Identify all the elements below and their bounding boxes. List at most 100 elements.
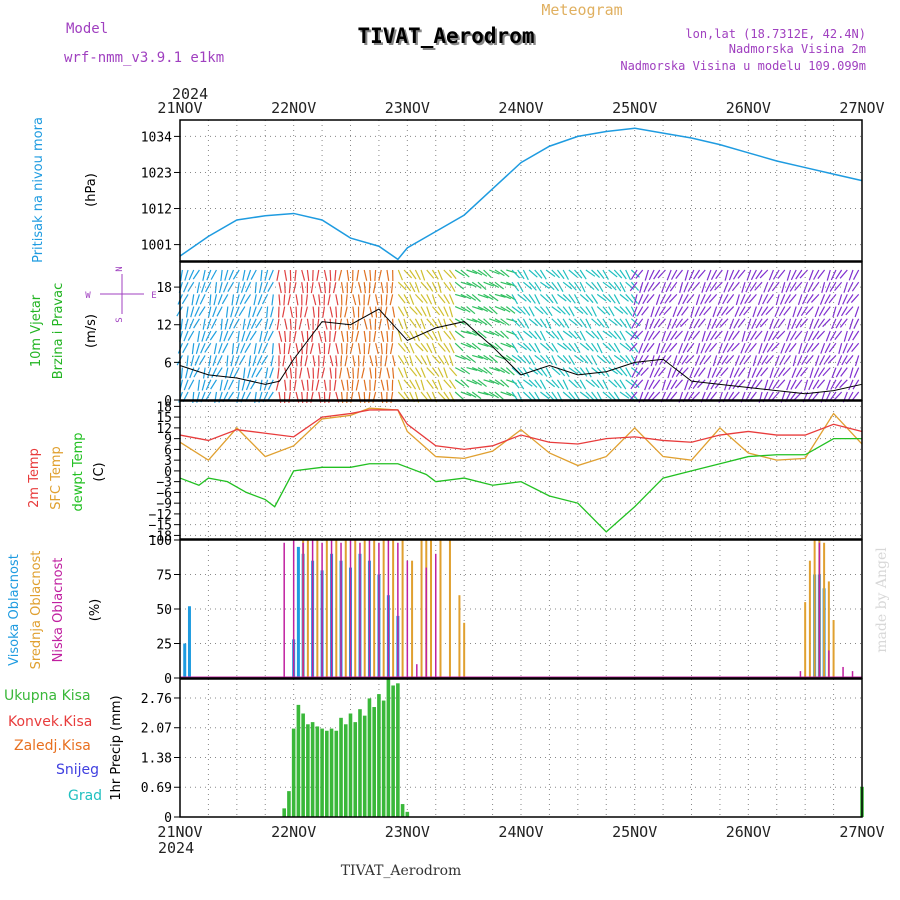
wind-arrow bbox=[309, 343, 314, 355]
wind-arrow bbox=[489, 269, 500, 275]
wind-arrow bbox=[585, 379, 595, 388]
wind-arrow bbox=[471, 367, 483, 373]
wind-arrow bbox=[731, 342, 740, 352]
wind-arrow bbox=[681, 306, 689, 316]
wind-arrow bbox=[619, 281, 626, 293]
cloud-bar bbox=[406, 560, 409, 678]
wind-arrow bbox=[236, 282, 240, 294]
wind-arrow bbox=[652, 379, 661, 389]
wind-arrow bbox=[756, 306, 763, 317]
wind-arrow bbox=[420, 306, 427, 317]
wind-arrow bbox=[256, 306, 263, 317]
wind-arrow bbox=[220, 318, 223, 330]
wind-arrow bbox=[373, 379, 377, 391]
wind-arrow bbox=[732, 330, 740, 341]
wind-arrow bbox=[613, 342, 621, 353]
wind-arrow bbox=[472, 306, 483, 311]
precip-bar bbox=[320, 728, 324, 817]
y-tick-label: 75 bbox=[156, 569, 172, 584]
wind-arrow bbox=[322, 355, 326, 367]
wind-arrow bbox=[420, 330, 430, 340]
wind-arrow bbox=[202, 318, 206, 330]
time-tick-bottom: 21NOV bbox=[157, 823, 202, 841]
wind-grid bbox=[180, 262, 862, 401]
wind-arrow bbox=[794, 330, 803, 340]
wind-arrow bbox=[380, 282, 384, 294]
wind-arrow bbox=[375, 294, 379, 306]
wind-arrow bbox=[517, 342, 527, 351]
wind-arrow bbox=[668, 293, 678, 303]
wind-arrow bbox=[409, 379, 417, 390]
wind-arrow bbox=[652, 330, 661, 340]
wind-arrow bbox=[728, 269, 735, 281]
wind-arrow bbox=[830, 379, 837, 390]
wind-arrow bbox=[788, 342, 797, 353]
precip-label-frozen: Zaledj.Kisa bbox=[14, 738, 91, 754]
wind-arrow bbox=[264, 269, 269, 281]
wind-label-1: 10m Vjetar bbox=[29, 294, 44, 367]
wind-arrow bbox=[574, 330, 582, 341]
cloud-bar bbox=[340, 542, 342, 678]
wind-arrow bbox=[261, 294, 269, 305]
temp-series bbox=[179, 407, 863, 533]
wind-arrow bbox=[267, 330, 274, 341]
y-tick-label: −6 bbox=[156, 486, 172, 501]
wind-arrow bbox=[397, 306, 405, 317]
cloud-bar bbox=[354, 540, 357, 678]
wind-arrow bbox=[716, 355, 723, 366]
wind-arrow bbox=[335, 294, 339, 306]
wind-arrow bbox=[448, 281, 456, 293]
wind-arrow bbox=[386, 330, 389, 343]
meteogram-label: Meteogram bbox=[541, 1, 622, 19]
wind-arrow bbox=[471, 342, 482, 351]
wind-arrow bbox=[608, 391, 617, 401]
wind-arrow bbox=[454, 330, 465, 339]
wind-arrow bbox=[511, 379, 520, 389]
wind-arrow bbox=[194, 355, 200, 366]
wind-arrow bbox=[689, 318, 695, 330]
wind-arrow bbox=[323, 282, 327, 294]
wind-arrow bbox=[694, 355, 701, 366]
wind-speed-series bbox=[179, 308, 863, 395]
wind-arrow bbox=[448, 294, 455, 305]
wind-arrow bbox=[545, 306, 553, 317]
y-tick-label: −12 bbox=[149, 508, 172, 523]
wind-arrow bbox=[335, 306, 338, 318]
wind-arrow bbox=[692, 330, 701, 341]
wind-arrow bbox=[613, 306, 624, 314]
wind-arrow bbox=[562, 379, 569, 390]
wind-arrow bbox=[363, 282, 366, 294]
wind-arrow bbox=[850, 293, 860, 303]
wind-arrow bbox=[212, 306, 218, 318]
wind-arrow bbox=[352, 294, 357, 306]
time-tick-bottom: 26NOV bbox=[726, 823, 771, 841]
wind-arrow bbox=[771, 391, 780, 401]
wind-arrow bbox=[252, 355, 257, 367]
wind-arrow bbox=[224, 269, 229, 281]
wind-arrow bbox=[511, 306, 522, 314]
wind-arrow bbox=[813, 269, 820, 280]
cloud-bar bbox=[804, 602, 807, 678]
wind-arrow bbox=[223, 330, 229, 342]
wind-arrow bbox=[242, 269, 246, 281]
wind-arrow bbox=[832, 306, 837, 318]
wind-arrow bbox=[722, 294, 729, 305]
wind-arrow bbox=[808, 269, 814, 281]
wind-arrow bbox=[197, 379, 201, 391]
wind-arrow bbox=[539, 306, 549, 316]
wind-arrow bbox=[420, 391, 429, 401]
wind-arrow bbox=[574, 269, 583, 279]
wind-arrow bbox=[522, 269, 529, 281]
wind-arrow bbox=[356, 367, 360, 379]
wind-arrow bbox=[785, 281, 792, 293]
wind-arrow bbox=[670, 379, 678, 390]
wind-arrow bbox=[517, 367, 526, 377]
wind-arrow bbox=[545, 281, 555, 291]
wind-arrow bbox=[562, 306, 571, 316]
wind-arrow bbox=[790, 269, 797, 281]
wind-arrow bbox=[477, 367, 488, 374]
wind-arrow bbox=[715, 269, 723, 280]
cloud-bar bbox=[302, 542, 304, 678]
